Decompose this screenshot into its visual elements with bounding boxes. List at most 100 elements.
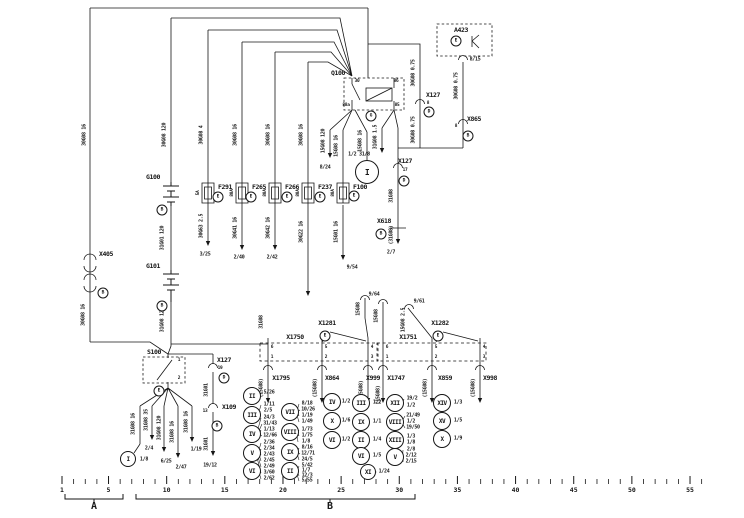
component-label-x1751: X1751 [399,332,417,341]
terminal-label: 85 [394,102,400,108]
cross-ref-label: 8/18 [301,400,313,407]
location-code-circle: E [153,385,165,397]
inline-connector-symbols [208,55,485,409]
wire-label: 15G08 [355,302,362,316]
component-label-x1747: X1747 [387,373,405,382]
pin-label: 2 [177,375,181,381]
section-bracket [64,494,124,502]
fuse-rating: 80A [262,189,268,197]
wire-arrowhead [149,435,155,440]
ref-label: 8/15 [469,56,481,63]
wire-label: 31G08 35 [143,409,150,431]
ruler-number: 35 [453,485,462,494]
component-label-f265: F265 [251,182,267,191]
component-circle-vii: VII [281,403,299,421]
component-circle-ix: IX [352,413,370,431]
component-label-x1750: X1750 [286,332,304,341]
ref-label: 9/64 [368,291,380,298]
cross-ref-label: 31/43 [263,420,277,427]
ruler-number: 50 [627,485,636,494]
component-label-x127-19: X127 [216,355,232,364]
location-code-circle: E [450,35,462,47]
location-code-circle: E [245,191,257,203]
wire-arrowhead [272,245,278,250]
ref-label: 6/25 [160,458,172,465]
ruler-number: 55 [686,485,694,494]
pin-label: 17 [402,167,408,173]
cross-ref-label: 19/50 [406,424,420,431]
cross-ref-label: 2/12 [405,452,417,459]
fuse-rating: 5A [195,190,201,196]
connector-x405-symbol [83,253,97,293]
wire-label: 30G42 16 [265,217,272,239]
wire-label: 31G01 [203,437,210,451]
wire-label: (15G08) [470,378,477,398]
ref-label: 1/2 31/8 [348,151,370,158]
fuse-symbols [201,182,350,204]
pin-label: 19 [217,365,223,371]
cross-ref-label: 5/42 [301,462,313,469]
cross-ref-label: 1/75 [301,432,313,439]
pin-label: 2 [434,354,438,360]
location-code-circle: G [365,110,377,122]
pin-label: 8 [426,100,430,106]
component-label-x864: X864 [324,373,340,382]
component-label-g100: G100 [145,172,161,181]
wire-arrowhead [395,239,401,244]
ref-label: 1/19 [190,446,202,453]
component-circle-iv: IV [323,393,341,411]
pin-label: 6 [385,344,389,350]
cross-ref-label: 1/1 [372,418,382,425]
cross-ref-label: 1/6 [341,417,351,424]
wire-label: (15G08) [422,378,429,398]
component-label-f291: F291 [217,182,233,191]
wire-arrowhead [305,291,311,296]
battery-g101-symbol [163,270,179,302]
wire-arrowhead [340,255,346,260]
cross-ref-label: 1/8 [301,438,311,445]
ref-label: 2/42 [266,254,278,261]
location-code-circle: D [218,372,230,384]
location-code-circle: B [156,204,168,216]
cross-ref-label: 19/2 [406,395,418,402]
section-label-b: B [326,501,334,512]
wire-label: 15G08 16 [333,135,340,157]
pin-label: 4 [482,344,486,350]
pin-label: 4 [370,344,374,350]
section-bracket [135,494,416,502]
wire-arrowhead [210,451,216,456]
component-label-q100: Q100 [330,68,346,77]
ref-label: 1/8 [139,456,149,463]
cross-ref-label: 1/3 [406,433,416,440]
location-code-circle: D [423,106,435,118]
component-circle-v: V [243,444,261,462]
terminal-label: 88a [342,102,350,108]
cross-ref-label: 2/5 [263,407,273,414]
wire-label: 15G08 [373,309,380,323]
cross-ref-label: 10/26 [301,406,315,413]
ruler-number: 1 [60,485,64,494]
ref-leader-line [297,416,300,423]
cross-ref-label: 1/2 [372,399,382,406]
cross-ref-label: 1/7 [301,467,311,474]
location-code-circle: D [398,175,410,187]
cross-ref-label: 2/49 [263,463,275,470]
cross-ref-label: 2/36 [263,439,275,446]
component-label-a423: A423 [453,25,469,34]
fuse-rating: 80A [295,189,301,197]
ref-leader-line [297,475,300,482]
wire-label: 30G08 16 [265,124,272,146]
cross-ref-label: 8/16 [301,444,313,451]
pin-label: 3 [482,354,486,360]
pin-label: 5 [324,344,328,350]
component-circle-xi: XI [360,464,376,480]
wire-label: 30G08 0.75 [410,116,417,144]
component-label-g101: G101 [145,261,161,270]
component-label-x618: X618 [376,216,392,225]
pin-label: 2 [324,354,328,360]
wire-label: 30G08 0.75 [410,59,417,87]
ref-label: 2/40 [233,254,245,261]
component-label-f100: F100 [352,182,368,191]
wire-arrowhead [327,153,333,158]
component-circle-i: I [355,160,379,184]
